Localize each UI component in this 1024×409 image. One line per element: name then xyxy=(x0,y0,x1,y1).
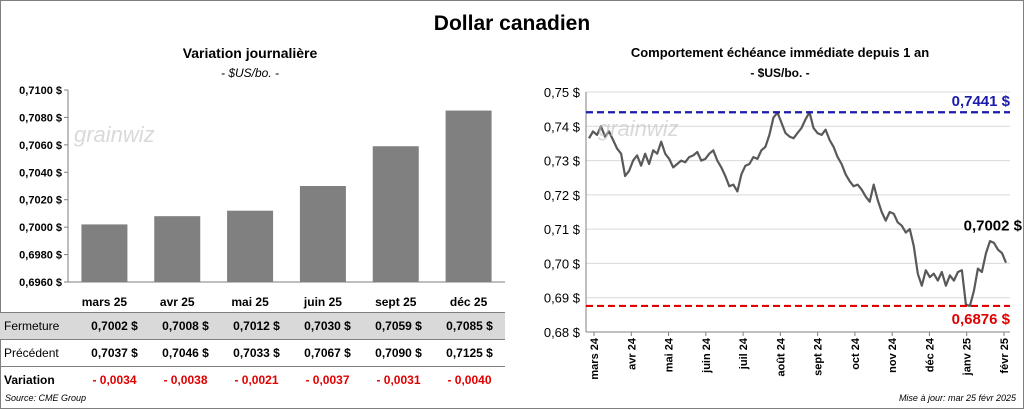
bar-chart-unit: - $US/bo. - xyxy=(220,66,280,80)
x-tick-label: sept 24 xyxy=(813,337,825,376)
x-tick-label: avr 24 xyxy=(626,337,638,370)
y-tick-label: 0,71 $ xyxy=(544,222,581,237)
source-note: Source: CME Group xyxy=(5,393,87,403)
row-label: Fermeture xyxy=(0,312,79,340)
bar xyxy=(227,210,274,282)
table-row: Variation - 0,0034 - 0,0038 - 0,0021 - 0,003… xyxy=(0,367,505,394)
x-tick-label: mai 25 xyxy=(231,295,269,309)
table-cell: 0,7002 $ xyxy=(79,312,150,340)
y-tick-label: 0,7040 $ xyxy=(19,167,62,179)
bar xyxy=(81,224,128,282)
y-tick-label: 0,73 $ xyxy=(544,154,581,169)
x-tick-label: avr 25 xyxy=(160,295,195,309)
bar xyxy=(299,186,346,282)
x-tick-label: déc 24 xyxy=(924,337,936,372)
table-cell: 0,7046 $ xyxy=(150,339,221,367)
x-tick-label: janv 25 xyxy=(962,338,974,376)
table-row: Précédent 0,7037 $0,7046 $0,7033 $0,7067 … xyxy=(0,339,505,367)
table-cell: - 0,0031 xyxy=(376,373,421,387)
y-tick-label: 0,68 $ xyxy=(544,325,581,340)
y-tick-label: 0,75 $ xyxy=(544,85,581,100)
page-title: Dollar canadien xyxy=(433,12,591,35)
x-tick-label: août 24 xyxy=(775,337,787,376)
y-tick-label: 0,72 $ xyxy=(544,188,581,203)
update-note: Mise à jour: mar 25 févr 2025 xyxy=(898,393,1016,403)
table-cell: - 0,0021 xyxy=(234,373,279,387)
x-tick-label: juil 24 xyxy=(738,337,750,370)
x-tick-label: nov 24 xyxy=(887,337,899,373)
table-cell: 0,7037 $ xyxy=(79,339,150,367)
table-cell: 0,7067 $ xyxy=(292,339,363,367)
table-cell: - 0,0034 xyxy=(92,373,137,387)
line-chart: 0,68 $ 0,69 $ 0,70 $ 0,71 $ 0,72 $ 0,73 $ 0,74… xyxy=(544,85,1023,380)
y-tick-label: 0,70 $ xyxy=(544,256,581,271)
x-tick-label: sept 25 xyxy=(375,295,417,309)
table-cell: - 0,0040 xyxy=(447,373,492,387)
y-tick-label: 0,7060 $ xyxy=(19,140,62,152)
y-tick-label: 0,7000 $ xyxy=(19,222,62,234)
y-tick-label: 0,7020 $ xyxy=(19,195,62,207)
bar-chart-title: Variation journalière xyxy=(182,45,318,61)
low-value-label: 0,6876 $ xyxy=(952,311,1011,328)
bar xyxy=(372,146,419,282)
table-row: Fermeture 0,7002 $0,7008 $0,7012 $0,7030 … xyxy=(0,312,505,340)
price-table: Fermeture 0,7002 $0,7008 $0,7012 $0,7030 … xyxy=(0,312,505,393)
table-cell: - 0,0037 xyxy=(305,373,350,387)
table-cell: - 0,0038 xyxy=(163,373,208,387)
y-tick-label: 0,74 $ xyxy=(544,119,581,134)
y-tick-label: 0,7100 $ xyxy=(19,85,62,97)
x-tick-label: juin 25 xyxy=(303,295,342,309)
high-value-label: 0,7441 $ xyxy=(952,93,1011,110)
x-tick-label: oct 24 xyxy=(850,337,862,370)
row-label: Variation xyxy=(4,373,55,387)
table-cell: 0,7125 $ xyxy=(434,339,505,367)
x-tick-label: mars 25 xyxy=(82,295,128,309)
line-chart-unit: - $US/bo. - xyxy=(750,66,810,80)
table-cell: 0,7033 $ xyxy=(221,339,292,367)
y-tick-label: 0,6960 $ xyxy=(19,277,62,289)
watermark: grainwiz xyxy=(74,122,155,147)
line-chart-title: Comportement échéance immédiate depuis 1… xyxy=(630,45,930,60)
bar-chart: 0,6960 $ 0,6980 $ 0,7000 $ 0,7020 $ 0,7040 $… xyxy=(19,85,505,309)
watermark: grainwiz xyxy=(598,116,679,141)
bar xyxy=(445,110,492,282)
last-value-label: 0,7002 $ xyxy=(964,218,1023,235)
bar xyxy=(154,216,201,282)
table-cell: 0,7012 $ xyxy=(221,312,292,340)
x-tick-label: mars 24 xyxy=(589,337,601,379)
y-tick-label: 0,7080 $ xyxy=(19,112,62,124)
table-cell: 0,7090 $ xyxy=(363,339,434,367)
table-cell: 0,7059 $ xyxy=(363,312,434,340)
series-line xyxy=(588,111,1008,307)
x-tick-label: déc 25 xyxy=(450,295,488,309)
table-cell: 0,7008 $ xyxy=(150,312,221,340)
x-tick-label: févr 25 xyxy=(999,338,1011,373)
table-cell: 0,7030 $ xyxy=(292,312,363,340)
y-tick-label: 0,6980 $ xyxy=(19,250,62,262)
x-tick-label: mai 24 xyxy=(664,337,676,372)
y-tick-label: 0,69 $ xyxy=(544,291,581,306)
x-tick-label: juin 24 xyxy=(701,337,713,374)
row-label: Précédent xyxy=(0,339,79,367)
table-cell: 0,7085 $ xyxy=(434,312,505,340)
